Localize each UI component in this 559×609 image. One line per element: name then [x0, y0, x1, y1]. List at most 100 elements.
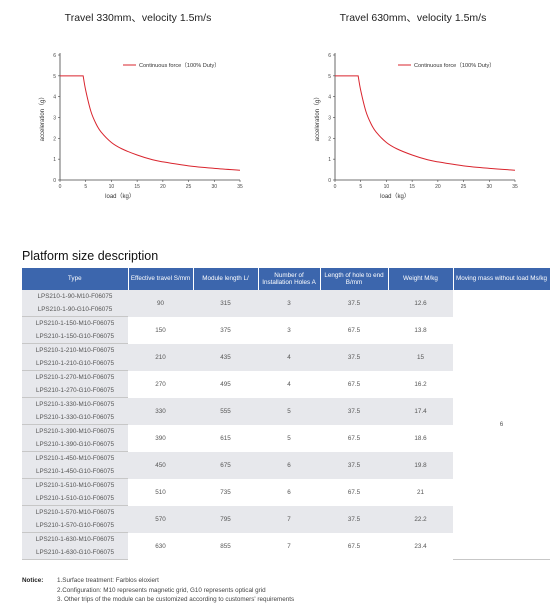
y-tick-label: 4 [328, 95, 331, 101]
cell-installation-holes: 7 [258, 505, 320, 533]
cell-type: LPS210-1-270-M10-F06075 [22, 370, 128, 384]
y-tick-label: 1 [53, 157, 56, 163]
header-installation-holes: Number of Installation Holes A [258, 268, 321, 290]
cell-type: LPS210-1-450-G10-F06075 [22, 465, 128, 479]
table-row: LPS210-1-570-G10-F06075 [22, 519, 550, 533]
series-line [335, 75, 516, 171]
legend-entry: Continuous force（100% Duty） [139, 62, 220, 69]
cell-weight: 17.4 [388, 397, 453, 425]
table-row: LPS210-1-150-G10-F06075 [22, 330, 550, 344]
y-tick-label: 2 [328, 136, 331, 142]
cell-effective-travel: 150 [155, 326, 166, 334]
cell-type: LPS210-1-570-G10-F06075 [22, 519, 128, 533]
cell-installation-holes: 5 [258, 397, 320, 425]
x-tick-label: 30 [487, 184, 493, 190]
series-line [60, 75, 241, 171]
x-tick-label: 5 [359, 184, 362, 190]
y-axis-label: acceleration（g） [39, 94, 46, 142]
cell-effective-travel: 630 [155, 542, 166, 550]
x-tick-label: 0 [59, 184, 62, 190]
table-row: LPS210-1-630-G10-F06075 [22, 546, 550, 560]
x-tick-label: 20 [435, 184, 441, 190]
chart-svg: 0 1 2 3 4 5 6 0 5 10 15 20 25 30 35 load（kg） acceleratio… [314, 53, 518, 200]
cell-installation-holes: 6 [287, 488, 291, 496]
cell-weight: 16.2 [414, 380, 427, 388]
cell-hole-to-end: 67.5 [347, 488, 361, 496]
cell-installation-holes: 3 [287, 326, 291, 334]
cell-weight: 23.4 [414, 542, 427, 550]
x-axis-label: load（kg） [105, 193, 135, 200]
cell-effective-travel: 390 [155, 434, 166, 442]
y-tick-label: 6 [53, 53, 56, 59]
cell-type: LPS210-1-450-M10-F06075 [22, 451, 128, 465]
cell-effective-travel: 570 [128, 505, 193, 533]
notice-lines: 1.Surface treatment: Farblos eloxiert 2.… [57, 576, 294, 605]
cell-weight: 18.6 [414, 434, 427, 442]
header-type: Type [22, 268, 129, 290]
y-tick-label: 5 [53, 74, 56, 80]
cell-type: LPS210-1-510-G10-F06075 [22, 492, 128, 506]
cell-installation-holes: 3 [258, 290, 320, 317]
cell-type: LPS210-1-630-G10-F06075 [22, 546, 128, 560]
cell-effective-travel: 330 [128, 397, 193, 425]
legend-entry: Continuous force（100% Duty） [414, 62, 495, 69]
table-row: LPS210-1-270-M10-F06075 270 495 4 67.5 16.2 [22, 370, 550, 388]
y-tick-label: 3 [328, 116, 331, 122]
cell-hole-to-end: 37.5 [320, 451, 388, 479]
table-row: LPS210-1-90-M10-F06075 90 315 3 37.5 12.6 6 [22, 290, 550, 560]
table-row: LPS210-1-270-G10-F06075 [22, 384, 550, 398]
cell-type: LPS210-1-330-G10-F06075 [22, 411, 128, 425]
chart-title: Travel 330mm、velocity 1.5m/s [64, 12, 212, 24]
cell-type: LPS210-1-210-M10-F06075 [22, 343, 128, 357]
cell-type: LPS210-1-510-M10-F06075 [22, 478, 128, 492]
chart-left: Travel 330mm、velocity 1.5m/s 0 1 2 3 4 5 6 0 5 10… [8, 0, 268, 215]
y-tick-label: 0 [328, 178, 331, 184]
x-tick-label: 35 [237, 184, 243, 190]
section-title: Platform size description [22, 249, 159, 263]
cell-hole-to-end: 67.5 [347, 380, 361, 388]
cell-hole-to-end: 67.5 [347, 434, 361, 442]
header-hole-to-end: Length of hole to end B/mm [320, 268, 389, 290]
cell-type: LPS210-1-630-M10-F06075 [22, 532, 128, 546]
cell-type: LPS210-1-330-M10-F06075 [22, 397, 128, 411]
cell-module-length: 675 [193, 451, 258, 479]
x-tick-label: 30 [212, 184, 218, 190]
x-tick-label: 15 [134, 184, 140, 190]
cell-moving-mass: 6 [453, 290, 550, 560]
cell-module-length: 315 [193, 290, 258, 317]
notice-line: 1.Surface treatment: Farblos eloxiert [57, 577, 159, 584]
cell-weight: 15 [388, 343, 453, 371]
header-moving-mass: Moving mass without load Ms/kg [453, 268, 551, 290]
cell-module-length: 435 [193, 343, 258, 371]
y-tick-label: 6 [328, 53, 331, 59]
y-tick-label: 0 [53, 178, 56, 184]
table-header-row: Type Effective travel S/mm Module length… [22, 268, 551, 290]
y-tick-label: 2 [53, 136, 56, 142]
cell-type: LPS210-1-390-M10-F06075 [22, 424, 128, 438]
table-row: LPS210-1-510-M10-F06075 510 735 6 67.5 21 [22, 478, 550, 496]
header-effective-travel: Effective travel S/mm [128, 268, 194, 290]
table-row: LPS210-1-450-G10-F06075 [22, 465, 550, 479]
notice-label: Notice: [22, 577, 44, 584]
cell-effective-travel: 510 [155, 488, 166, 496]
y-tick-label: 4 [53, 95, 56, 101]
cell-installation-holes: 7 [287, 542, 291, 550]
cell-installation-holes: 4 [258, 343, 320, 371]
cell-module-length: 795 [193, 505, 258, 533]
x-tick-label: 10 [384, 184, 390, 190]
cell-weight: 21 [416, 488, 424, 496]
cell-module-length: 555 [193, 397, 258, 425]
platform-size-table: Type Effective travel S/mm Module length… [22, 268, 551, 560]
cell-effective-travel: 90 [128, 290, 193, 317]
cell-type: LPS210-1-570-M10-F06075 [22, 505, 128, 519]
x-tick-label: 25 [186, 184, 192, 190]
table-row: LPS210-1-330-M10-F06075 330 555 5 37.5 17.4 [22, 397, 550, 425]
cell-module-length: 495 [220, 380, 231, 388]
cell-effective-travel: 210 [128, 343, 193, 371]
cell-type: LPS210-1-270-G10-F06075 [22, 384, 128, 398]
table-row: LPS210-1-630-M10-F06075 630 855 7 67.5 23.4 [22, 532, 550, 550]
table-row: LPS210-1-210-G10-F06075 [22, 357, 550, 371]
y-axis-label: acceleration（g） [314, 94, 321, 142]
cell-type: LPS210-1-90-M10-F06075 [22, 290, 128, 303]
table-row: LPS210-1-570-M10-F06075 570 795 7 37.5 22.2 [22, 505, 550, 533]
